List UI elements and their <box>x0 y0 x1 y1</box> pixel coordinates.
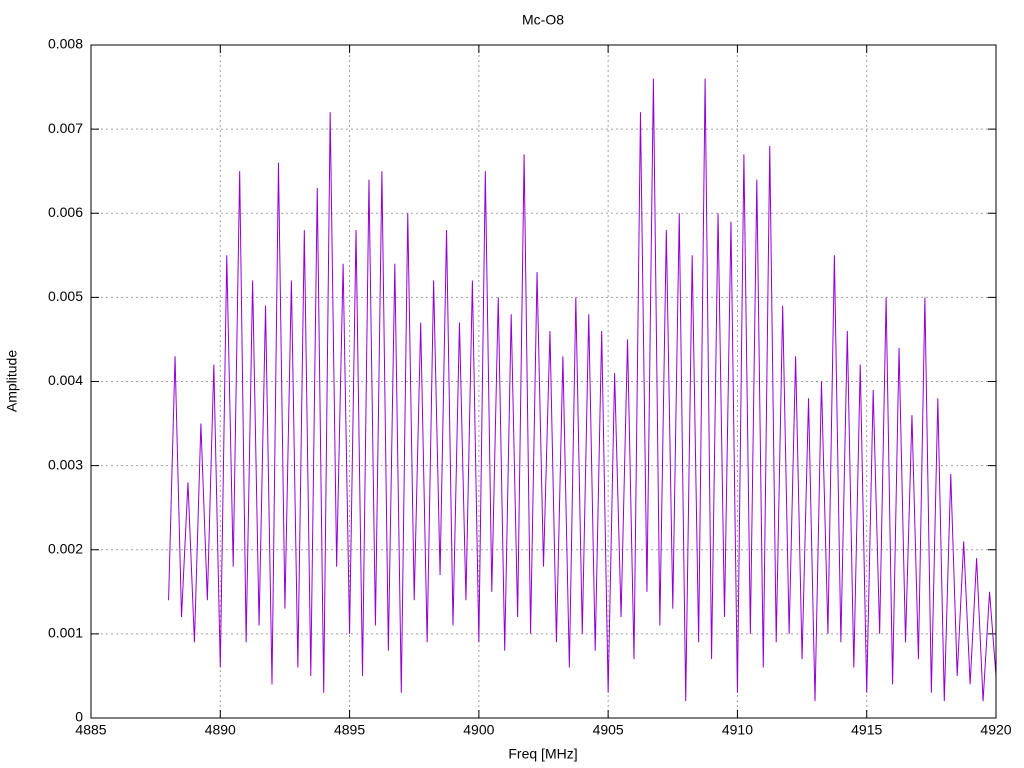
y-tick-label: 0.002 <box>48 540 83 556</box>
y-tick-label: 0.004 <box>48 372 83 388</box>
x-tick-label: 4905 <box>593 722 624 738</box>
y-tick-label: 0.003 <box>48 456 83 472</box>
y-axis-label: Amplitude <box>4 350 20 412</box>
y-tick-label: 0.001 <box>48 625 83 641</box>
y-tick-label: 0 <box>75 709 83 725</box>
x-tick-label: 4885 <box>75 722 106 738</box>
x-tick-label: 4915 <box>851 722 882 738</box>
y-tick-label: 0.007 <box>48 120 83 136</box>
x-tick-label: 4900 <box>463 722 494 738</box>
data-line <box>168 78 997 702</box>
y-tick-label: 0.005 <box>48 288 83 304</box>
x-tick-label: 4890 <box>205 722 236 738</box>
x-axis-label: Freq [MHz] <box>508 746 577 762</box>
x-tick-label: 4920 <box>980 722 1011 738</box>
plot-border <box>90 44 997 719</box>
y-tick-label: 0.006 <box>48 204 83 220</box>
x-tick-label: 4895 <box>334 722 365 738</box>
x-tick-label: 4910 <box>722 722 753 738</box>
y-tick-label: 0.008 <box>48 36 83 52</box>
chart-title: Mc-O8 <box>522 12 564 28</box>
